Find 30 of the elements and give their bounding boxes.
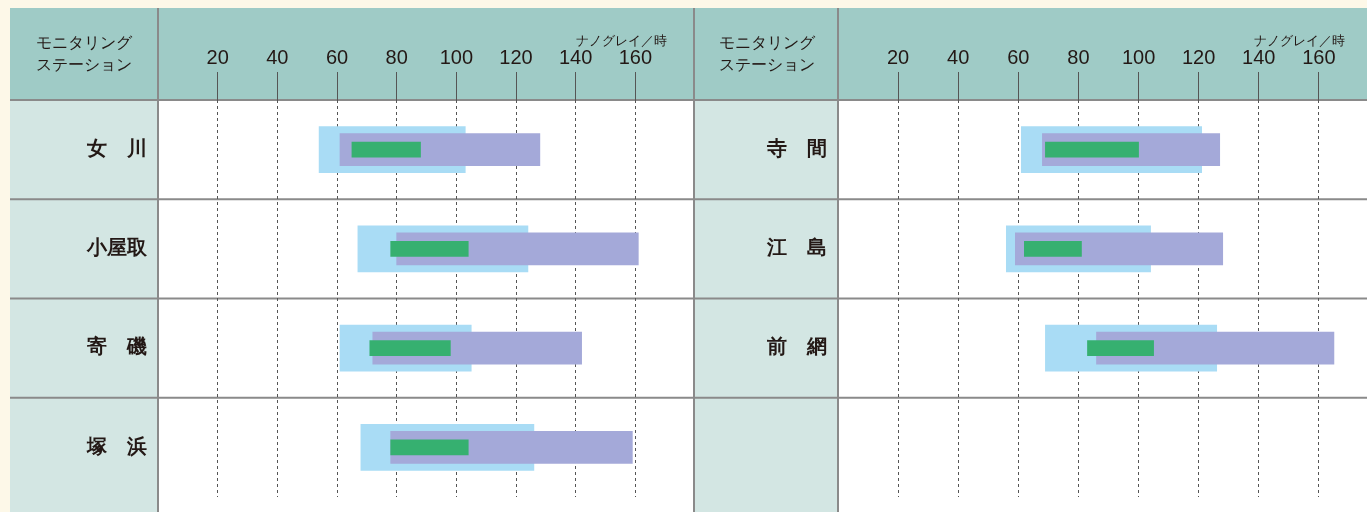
bar: [390, 439, 469, 456]
y-axis-title: モニタリングステーション: [35, 32, 133, 76]
y-tick-label: 小屋取: [86, 235, 148, 260]
y-axis-title: モニタリングステーション: [717, 32, 816, 76]
x-tick-label: 60: [1007, 45, 1030, 68]
x-tick-label: 40: [266, 45, 289, 68]
x-tick-label: 60: [325, 45, 349, 68]
x-tick-label: 120: [499, 45, 533, 68]
x-tick-label: 40: [947, 45, 970, 68]
x-axis-title: ナノグレイ／時: [576, 32, 667, 50]
x-tick-label: 120: [1181, 45, 1216, 68]
x-tick-label: 100: [439, 45, 474, 68]
y-tick-label: 前 網: [766, 334, 827, 359]
bar: [1087, 340, 1154, 356]
y-tick-label: 江 島: [766, 235, 827, 260]
bar: [390, 241, 469, 257]
x-tick-label: 20: [886, 45, 910, 68]
x-tick-label: 80: [1067, 45, 1090, 68]
y-tick-label: 女 川: [86, 135, 147, 160]
y-tick-label: 寺 間: [766, 135, 827, 160]
x-tick-label: 80: [385, 45, 408, 68]
y-tick-label: 寄 磯: [87, 334, 147, 359]
bar: [1045, 141, 1139, 158]
x-axis-title: ナノグレイ／時: [1254, 32, 1345, 50]
bar: [369, 340, 451, 356]
y-tick-label: 塚 浜: [86, 433, 147, 458]
bar: [1024, 241, 1082, 257]
bar: [351, 141, 421, 158]
x-tick-label: 100: [1121, 45, 1156, 68]
x-tick-label: 20: [206, 45, 229, 68]
